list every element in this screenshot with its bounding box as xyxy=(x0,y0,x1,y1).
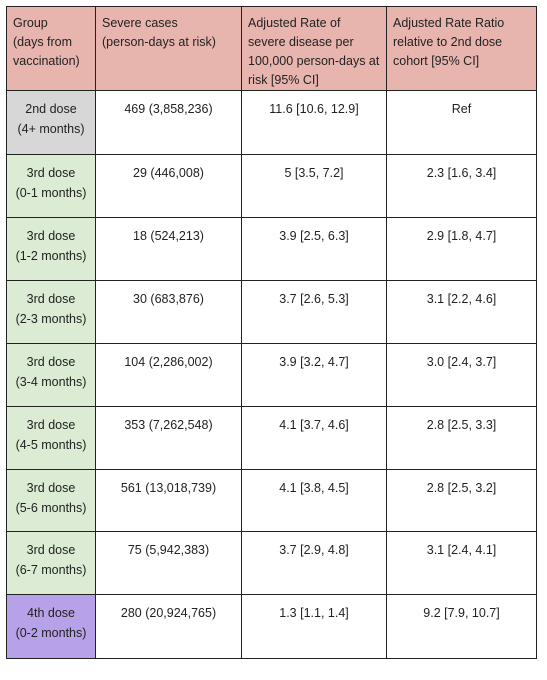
rate-ratio-cell-text: 2.3 [1.6, 3.4] xyxy=(426,166,497,180)
severe-cases-cell-text: 353 (7,262,548) xyxy=(124,418,213,432)
header-rate-ratio: Adjusted Rate Ratio relative to 2nd dose c… xyxy=(386,6,537,91)
adjusted-rate-cell-text: 1.3 [1.1, 1.4] xyxy=(279,606,349,620)
table-row: 3rd dose (1-2 months) 18 (524,213) 3.9 [2.5… xyxy=(6,217,537,281)
group-cell: 3rd dose (0-1 months) xyxy=(6,154,96,218)
group-cell: 4th dose (0-2 months) xyxy=(6,594,96,659)
table-row: 3rd dose (0-1 months) 29 (446,008) 5 [3.5, … xyxy=(6,154,537,218)
group-cell-text: 3rd dose (3-4 months) xyxy=(15,355,87,389)
severe-cases-cell: 75 (5,942,383) xyxy=(95,531,242,595)
severe-cases-cell-text: 75 (5,942,383) xyxy=(127,543,210,557)
severe-cases-cell: 353 (7,262,548) xyxy=(95,406,242,470)
severe-cases-cell: 469 (3,858,236) xyxy=(95,90,242,155)
group-cell-text: 2nd dose (4+ months) xyxy=(17,102,85,136)
adjusted-rate-cell-text: 5 [3.5, 7.2] xyxy=(284,166,344,180)
group-cell: 3rd dose (4-5 months) xyxy=(6,406,96,470)
header-rate-ratio-text: Adjusted Rate Ratio relative to 2nd dose c… xyxy=(393,16,505,68)
adjusted-rate-cell: 3.7 [2.6, 5.3] xyxy=(241,280,387,344)
adjusted-rate-cell: 3.9 [3.2, 4.7] xyxy=(241,343,387,407)
adjusted-rate-cell-text: 3.9 [2.5, 6.3] xyxy=(279,229,349,243)
table-row: 3rd dose (4-5 months) 353 (7,262,548) 4.1 [… xyxy=(6,406,537,470)
group-cell: 3rd dose (1-2 months) xyxy=(6,217,96,281)
adjusted-rate-cell: 4.1 [3.7, 4.6] xyxy=(241,406,387,470)
adjusted-rate-cell-text: 3.7 [2.9, 4.8] xyxy=(279,543,349,557)
rate-ratio-cell-text: 3.1 [2.2, 4.6] xyxy=(426,292,497,306)
table-row: 4th dose (0-2 months) 280 (20,924,765) 1.3 … xyxy=(6,594,537,659)
rate-ratio-cell: 2.3 [1.6, 3.4] xyxy=(386,154,537,218)
severe-cases-cell: 30 (683,876) xyxy=(95,280,242,344)
severe-cases-cell-text: 469 (3,858,236) xyxy=(124,102,213,116)
adjusted-rate-cell-text: 3.9 [3.2, 4.7] xyxy=(279,355,349,369)
severe-cases-cell-text: 280 (20,924,765) xyxy=(120,606,217,620)
header-severe-cases: Severe cases (person-days at risk) xyxy=(95,6,242,91)
group-cell-text: 3rd dose (4-5 months) xyxy=(15,418,87,452)
header-adjusted-rate: Adjusted Rate of severe disease per 100,00… xyxy=(241,6,387,91)
adjusted-rate-cell: 3.9 [2.5, 6.3] xyxy=(241,217,387,281)
group-cell: 3rd dose (2-3 months) xyxy=(6,280,96,344)
severe-cases-cell: 280 (20,924,765) xyxy=(95,594,242,659)
rate-ratio-cell: 3.1 [2.4, 4.1] xyxy=(386,531,537,595)
header-adjusted-rate-text: Adjusted Rate of severe disease per 100,00… xyxy=(248,16,380,87)
rate-ratio-cell: 2.9 [1.8, 4.7] xyxy=(386,217,537,281)
header-severe-cases-text: Severe cases (person-days at risk) xyxy=(102,16,216,49)
severe-cases-cell-text: 18 (524,213) xyxy=(133,229,204,243)
group-cell-text: 3rd dose (6-7 months) xyxy=(15,543,87,577)
rate-ratio-cell: 3.0 [2.4, 3.7] xyxy=(386,343,537,407)
table-row: 3rd dose (6-7 months) 75 (5,942,383) 3.7 [2… xyxy=(6,531,537,595)
rate-ratio-cell-text: 3.0 [2.4, 3.7] xyxy=(426,355,497,369)
severe-cases-cell-text: 29 (446,008) xyxy=(133,166,204,180)
rate-ratio-cell: 9.2 [7.9, 10.7] xyxy=(386,594,537,659)
group-cell: 3rd dose (5-6 months) xyxy=(6,469,96,532)
adjusted-rate-cell: 3.7 [2.9, 4.8] xyxy=(241,531,387,595)
rate-ratio-cell-text: 3.1 [2.4, 4.1] xyxy=(426,543,497,557)
group-cell-text: 3rd dose (2-3 months) xyxy=(15,292,87,326)
adjusted-rate-cell-text: 3.7 [2.6, 5.3] xyxy=(279,292,349,306)
group-cell: 3rd dose (6-7 months) xyxy=(6,531,96,595)
rate-ratio-cell: 2.8 [2.5, 3.2] xyxy=(386,469,537,532)
rate-ratio-cell-text: Ref xyxy=(451,102,472,116)
group-cell: 2nd dose (4+ months) xyxy=(6,90,96,155)
group-cell-text: 3rd dose (5-6 months) xyxy=(15,481,87,515)
severe-cases-cell-text: 561 (13,018,739) xyxy=(120,481,217,495)
severe-cases-cell: 29 (446,008) xyxy=(95,154,242,218)
table-row: 3rd dose (5-6 months) 561 (13,018,739) 4.1 … xyxy=(6,469,537,532)
adjusted-rate-cell-text: 4.1 [3.8, 4.5] xyxy=(279,481,349,495)
group-cell-text: 4th dose (0-2 months) xyxy=(15,606,87,640)
adjusted-rate-cell-text: 11.6 [10.6, 12.9] xyxy=(269,102,359,116)
adjusted-rate-cell: 11.6 [10.6, 12.9] xyxy=(241,90,387,155)
adjusted-rate-cell: 4.1 [3.8, 4.5] xyxy=(241,469,387,532)
severe-cases-cell: 18 (524,213) xyxy=(95,217,242,281)
rate-ratio-cell-text: 2.8 [2.5, 3.2] xyxy=(426,481,497,495)
group-cell-text: 3rd dose (1-2 months) xyxy=(15,229,87,263)
group-cell: 3rd dose (3-4 months) xyxy=(6,343,96,407)
severe-cases-cell-text: 30 (683,876) xyxy=(133,292,204,306)
table-row: 3rd dose (2-3 months) 30 (683,876) 3.7 [2.6… xyxy=(6,280,537,344)
table-row: 2nd dose (4+ months) 469 (3,858,236) 11.6 [… xyxy=(6,90,537,155)
table-row: 3rd dose (3-4 months) 104 (2,286,002) 3.9 [… xyxy=(6,343,537,407)
adjusted-rate-cell: 5 [3.5, 7.2] xyxy=(241,154,387,218)
severe-cases-cell: 104 (2,286,002) xyxy=(95,343,242,407)
header-row: Group (days from vaccination) Severe cases… xyxy=(6,6,537,91)
data-table: Group (days from vaccination) Severe cases… xyxy=(6,6,537,659)
severe-cases-cell: 561 (13,018,739) xyxy=(95,469,242,532)
rate-ratio-cell: 3.1 [2.2, 4.6] xyxy=(386,280,537,344)
severe-cases-cell-text: 104 (2,286,002) xyxy=(124,355,213,369)
header-group: Group (days from vaccination) xyxy=(6,6,96,91)
rate-ratio-cell: Ref xyxy=(386,90,537,155)
rate-ratio-cell: 2.8 [2.5, 3.3] xyxy=(386,406,537,470)
group-cell-text: 3rd dose (0-1 months) xyxy=(15,166,87,200)
adjusted-rate-cell-text: 4.1 [3.7, 4.6] xyxy=(279,418,349,432)
rate-ratio-cell-text: 2.9 [1.8, 4.7] xyxy=(426,229,497,243)
rate-ratio-cell-text: 2.8 [2.5, 3.3] xyxy=(426,418,497,432)
adjusted-rate-cell: 1.3 [1.1, 1.4] xyxy=(241,594,387,659)
rate-ratio-cell-text: 9.2 [7.9, 10.7] xyxy=(423,606,500,620)
header-group-text: Group (days from vaccination) xyxy=(13,16,80,68)
